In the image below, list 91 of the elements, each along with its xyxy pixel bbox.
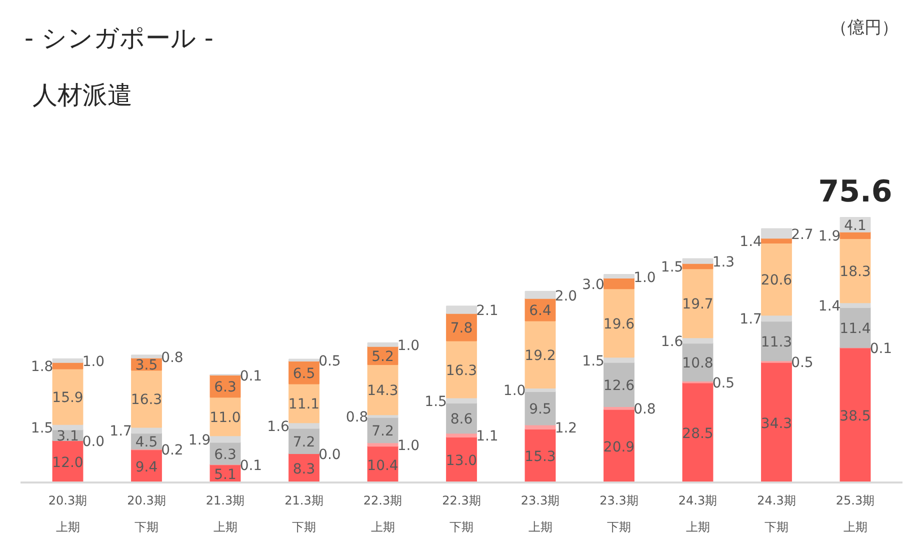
data-label: 9.5 bbox=[529, 402, 552, 418]
data-label: 0.8 bbox=[634, 401, 656, 418]
data-label: 1.7 bbox=[110, 424, 132, 440]
data-label: 7.2 bbox=[292, 434, 316, 450]
x-tick-label: 25.3期上期 bbox=[836, 494, 875, 534]
x-tick-label: 21.3期下期 bbox=[284, 494, 324, 534]
chart-title: - シンガポール - bbox=[24, 23, 214, 52]
data-label: 12.6 bbox=[603, 378, 635, 394]
data-label: 1.1 bbox=[476, 428, 498, 445]
data-label: 28.5 bbox=[682, 426, 714, 442]
x-tick-label: 24.3期上期 bbox=[678, 494, 718, 534]
data-label: 5.1 bbox=[214, 467, 236, 484]
data-label: 1.3 bbox=[712, 254, 735, 271]
data-label: 0.1 bbox=[870, 341, 892, 358]
x-tick-label: 24.3期下期 bbox=[757, 494, 796, 534]
data-label: 3.5 bbox=[135, 358, 158, 374]
data-label: 11.1 bbox=[288, 396, 320, 413]
data-label: 13.0 bbox=[446, 453, 478, 470]
data-label: 0.0 bbox=[82, 434, 105, 450]
data-label: 1.7 bbox=[740, 312, 762, 328]
data-label: 34.3 bbox=[760, 416, 792, 432]
data-label: 1.2 bbox=[554, 420, 578, 436]
data-label: 19.6 bbox=[603, 316, 635, 332]
data-label: 0.5 bbox=[712, 375, 735, 392]
x-tick-label: 23.3期下期 bbox=[600, 494, 638, 534]
data-label: 0.5 bbox=[791, 355, 814, 372]
data-label: 0.8 bbox=[346, 409, 368, 426]
data-label: 11.0 bbox=[210, 410, 241, 426]
data-label: 20.6 bbox=[760, 272, 792, 289]
data-label: 15.9 bbox=[52, 390, 84, 406]
data-label: 1.4 bbox=[818, 298, 841, 315]
x-tick-label: 20.3期下期 bbox=[127, 494, 166, 534]
x-tick-label: 23.3期上期 bbox=[520, 494, 560, 534]
data-label: 1.0 bbox=[634, 270, 656, 286]
x-tick-label: 22.3期下期 bbox=[442, 494, 481, 534]
data-label: 1.6 bbox=[267, 418, 290, 435]
data-label: 6.5 bbox=[292, 366, 316, 382]
data-label: 1.6 bbox=[660, 334, 684, 350]
data-label: 19.7 bbox=[682, 296, 714, 313]
data-label: 10.8 bbox=[682, 356, 714, 372]
data-label: 16.3 bbox=[130, 392, 162, 408]
data-label: 8.3 bbox=[292, 461, 316, 478]
data-label: 1.9 bbox=[188, 432, 211, 448]
x-tick-label: 22.3期上期 bbox=[363, 494, 402, 534]
data-label: 6.3 bbox=[214, 446, 236, 463]
data-label: 15.3 bbox=[524, 449, 556, 466]
data-label: 11.4 bbox=[840, 320, 871, 337]
data-label: 2.1 bbox=[476, 303, 498, 320]
data-label: 2.0 bbox=[554, 288, 578, 304]
data-label: 4.5 bbox=[135, 434, 158, 451]
data-label: 1.8 bbox=[30, 359, 54, 376]
data-label: 1.5 bbox=[30, 420, 54, 437]
data-label: 19.2 bbox=[524, 348, 556, 364]
data-label: 1.0 bbox=[397, 338, 420, 354]
data-label: 0.5 bbox=[318, 354, 341, 370]
data-label: 8.6 bbox=[450, 412, 473, 428]
data-label: 1.0 bbox=[82, 354, 105, 370]
data-label: 14.3 bbox=[367, 383, 398, 400]
data-label: 0.0 bbox=[318, 446, 341, 463]
data-label: 10.4 bbox=[367, 458, 398, 474]
data-label: 4.1 bbox=[844, 218, 866, 234]
data-label: 1.5 bbox=[660, 259, 684, 276]
data-label: 18.3 bbox=[840, 264, 871, 280]
x-tick-label: 21.3期上期 bbox=[206, 494, 245, 534]
data-label: 0.2 bbox=[161, 442, 184, 459]
data-label: 2.7 bbox=[791, 226, 814, 243]
data-label: 3.0 bbox=[582, 276, 604, 293]
data-label: 0.1 bbox=[240, 458, 262, 474]
data-label: 20.9 bbox=[603, 439, 635, 456]
chart-subtitle: 人材派遣 bbox=[32, 80, 132, 110]
data-label: 7.8 bbox=[450, 320, 473, 337]
data-label: 6.4 bbox=[529, 303, 552, 320]
data-label: 11.3 bbox=[760, 334, 792, 350]
data-label: 1.0 bbox=[503, 383, 526, 400]
data-label: 1.5 bbox=[582, 353, 604, 370]
data-label: 7.2 bbox=[372, 423, 394, 440]
data-label: 5.2 bbox=[372, 348, 394, 365]
data-label: 1.5 bbox=[424, 394, 447, 410]
data-label: 6.3 bbox=[214, 380, 236, 396]
data-label: 16.3 bbox=[446, 362, 478, 379]
data-label: 38.5 bbox=[840, 408, 871, 425]
total-label: 75.6 bbox=[818, 174, 892, 210]
data-label: 0.1 bbox=[240, 368, 262, 384]
text: （億円） bbox=[830, 18, 899, 38]
x-tick-label: 20.3期上期 bbox=[48, 494, 88, 534]
data-label: 1.9 bbox=[818, 228, 841, 245]
data-label: 1.0 bbox=[397, 438, 420, 454]
data-label: 9.4 bbox=[135, 460, 158, 476]
data-label: 12.0 bbox=[52, 454, 84, 471]
data-label: 0.8 bbox=[161, 350, 184, 366]
data-label: 3.1 bbox=[56, 428, 79, 445]
